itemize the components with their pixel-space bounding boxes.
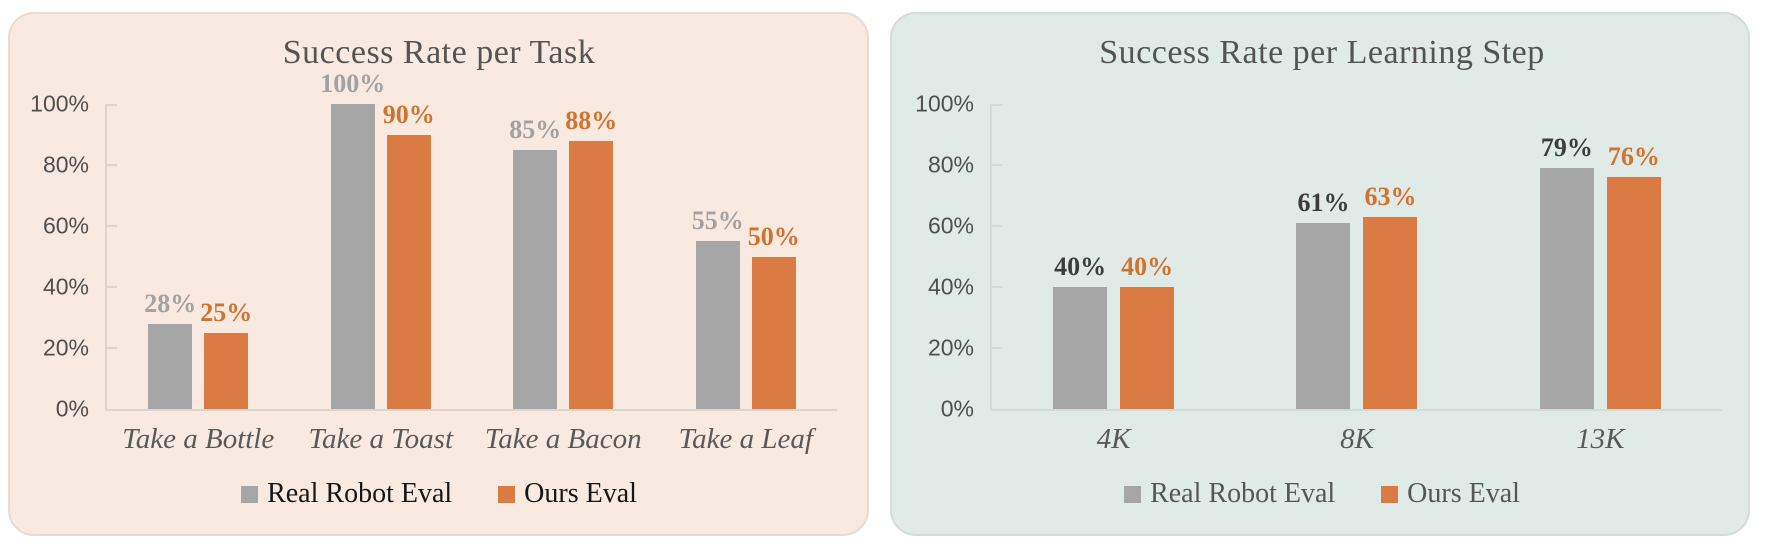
category-label: 13K (1576, 423, 1625, 455)
bar-ours-eval: 25% (200, 299, 252, 409)
legend-label: Ours Eval (524, 478, 637, 509)
y-axis: 0% 20% 40% 60% 80% 100% (910, 91, 990, 422)
bar-group: 61% 63% (1235, 183, 1478, 409)
bar-value-label: 40% (1121, 252, 1174, 281)
tick-mark (992, 164, 1002, 166)
plot-region: 0% 20% 40% 60% 80% 100% 28% 25% 100% 90% 85% 88% 55… (25, 71, 853, 422)
legend-swatch (1124, 485, 1142, 503)
bar-real-robot-eval: 28% (144, 290, 196, 409)
y-axis-tick-label: 20% (42, 334, 89, 361)
bar-ours-eval: 88% (565, 107, 617, 409)
y-axis-tick-label: 20% (927, 334, 974, 361)
tick-mark (992, 104, 1002, 106)
tick-mark (992, 286, 1002, 288)
category-label: Take a Bacon (484, 423, 642, 455)
y-axis-tick-label: 80% (42, 151, 89, 178)
y-axis-tick-label: 80% (927, 151, 974, 178)
chart-panel-success-rate-per-task: Success Rate per Task 0% 20% 40% 60% 80% 100%… (8, 12, 869, 536)
y-axis-tick-label: 40% (42, 273, 89, 300)
legend-item: Ours Eval (1381, 478, 1520, 510)
plot-region: 0% 20% 40% 60% 80% 100% 40% 40% 61% 63% 79% 76% (910, 91, 1734, 422)
figure-page: Success Rate per Task 0% 20% 40% 60% 80% 100%… (8, 12, 1750, 536)
legend-item: Real Robot Eval (241, 478, 452, 510)
y-axis-tick-label: 40% (927, 273, 974, 300)
legend: Real Robot Eval Ours Eval (25, 478, 853, 510)
x-axis-labels: 4K 8K 13K (992, 423, 1722, 456)
y-axis-tick-label: 100% (915, 90, 974, 117)
bar-real-robot-eval: 100% (320, 71, 385, 409)
chart-title: Success Rate per Task (282, 34, 596, 71)
bar-groups: 40% 40% 61% 63% 79% 76% (992, 104, 1722, 409)
legend-label: Ours Eval (1407, 478, 1520, 509)
bar-groups: 28% 25% 100% 90% 85% 88% 55% 50% (107, 71, 838, 409)
legend-item: Ours Eval (498, 478, 637, 510)
legend-label: Real Robot Eval (1150, 478, 1336, 509)
tick-mark (992, 347, 1002, 349)
bar-group: 28% 25% (107, 290, 290, 409)
tick-mark (107, 164, 117, 166)
legend-label: Real Robot Eval (267, 478, 453, 509)
category-label: 8K (1340, 423, 1374, 455)
plot-area: 28% 25% 100% 90% 85% 88% 55% 50% (105, 71, 838, 411)
tick-mark (107, 104, 117, 106)
legend: Real Robot Eval Ours Eval (910, 478, 1734, 510)
tick-mark (107, 225, 117, 227)
tick-mark (107, 347, 117, 349)
x-axis-labels: Take a Bottle Take a Toast Take a Bacon Tak… (107, 423, 837, 456)
bar-value-label: 25% (200, 297, 253, 327)
category-label: Take a Bottle (122, 423, 275, 455)
bar-value-label: 63% (1364, 181, 1417, 211)
bar-group: 40% 40% (992, 254, 1235, 409)
bar-value-label: 61% (1297, 187, 1350, 217)
bar-value-label: 76% (1607, 142, 1660, 172)
tick-mark (992, 225, 1002, 227)
category-label: Take a Leaf (678, 423, 813, 455)
bar-group: 85% 88% (472, 107, 655, 409)
y-axis-tick-label: 60% (42, 212, 89, 239)
y-axis-tick-label: 0% (940, 395, 974, 422)
bar-group: 100% 90% (290, 71, 473, 409)
legend-swatch (498, 485, 516, 503)
bar-value-label: 40% (1054, 252, 1107, 281)
bar-real-robot-eval: 61% (1296, 189, 1351, 409)
category-label: Take a Toast (308, 423, 454, 455)
bar-value-label: 79% (1540, 133, 1593, 163)
bar-real-robot-eval: 55% (692, 208, 744, 409)
bar-value-label: 28% (144, 288, 197, 318)
y-axis-tick-label: 100% (30, 90, 89, 117)
y-axis-tick-label: 60% (927, 212, 974, 239)
tick-mark (107, 286, 117, 288)
bar-value-label: 55% (691, 206, 744, 236)
legend-swatch (1381, 485, 1399, 503)
bar-group: 79% 76% (1479, 135, 1722, 409)
chart-panel-success-rate-per-learning-step: Success Rate per Learning Step 0% 20% 40% 6… (890, 12, 1750, 536)
bar-ours-eval: 40% (1120, 254, 1175, 409)
bar-ours-eval: 90% (383, 101, 435, 409)
legend-item: Real Robot Eval (1124, 478, 1335, 510)
y-axis-tick-label: 0% (55, 395, 89, 422)
bar-real-robot-eval: 85% (509, 116, 561, 409)
plot-area: 40% 40% 61% 63% 79% 76% (990, 104, 1722, 411)
bar-group: 55% 50% (655, 208, 838, 409)
bar-value-label: 100% (320, 69, 386, 98)
bar-real-robot-eval: 79% (1539, 135, 1594, 409)
chart-title: Success Rate per Learning Step (1099, 34, 1545, 71)
category-label: 4K (1096, 423, 1131, 455)
legend-swatch (241, 485, 259, 503)
y-axis: 0% 20% 40% 60% 80% 100% (25, 91, 105, 422)
bar-ours-eval: 76% (1606, 144, 1661, 409)
bar-real-robot-eval: 40% (1053, 254, 1108, 409)
bar-ours-eval: 63% (1363, 183, 1418, 409)
bar-value-label: 85% (509, 114, 562, 144)
bar-value-label: 88% (565, 105, 618, 135)
bar-value-label: 50% (747, 221, 800, 251)
bar-value-label: 90% (382, 99, 435, 129)
bar-ours-eval: 50% (748, 223, 800, 409)
